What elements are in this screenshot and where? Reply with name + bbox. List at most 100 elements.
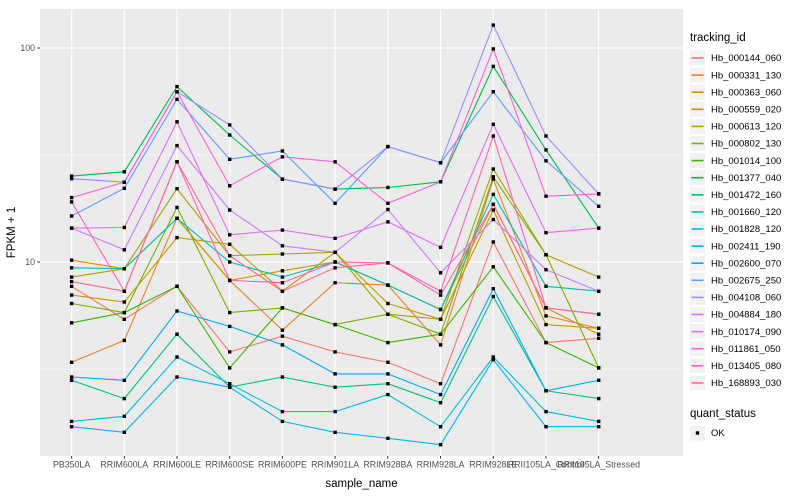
- data-point: [228, 260, 232, 264]
- legend-label: Hb_000144_060: [711, 53, 781, 64]
- data-point: [175, 97, 179, 101]
- data-point: [333, 250, 337, 254]
- data-point: [69, 266, 74, 270]
- data-point: [280, 281, 285, 285]
- data-point: [438, 392, 443, 397]
- data-point: [386, 301, 390, 306]
- data-point: [597, 425, 601, 429]
- legend-entry-Hb_011861_050: Hb_011861_050: [690, 341, 781, 357]
- data-point: [280, 328, 285, 332]
- data-point: [280, 252, 285, 256]
- data-point: [597, 378, 601, 382]
- x-tick-label: RRIM928BA: [363, 460, 412, 470]
- data-point: [69, 419, 74, 424]
- data-point: [491, 23, 495, 27]
- data-point: [69, 301, 74, 306]
- data-point: [438, 271, 443, 275]
- data-point: [69, 375, 74, 379]
- data-point: [69, 214, 74, 218]
- data-point: [491, 357, 495, 362]
- data-point: [228, 233, 232, 237]
- data-point: [122, 378, 126, 382]
- x-axis-title: sample_name: [325, 478, 397, 490]
- data-point: [122, 248, 126, 252]
- data-point: [544, 425, 548, 429]
- data-point: [386, 436, 390, 440]
- data-point: [280, 149, 285, 153]
- data-point: [386, 340, 390, 345]
- data-point: [491, 202, 495, 206]
- legend-entry-Hb_010174_090: Hb_010174_090: [690, 324, 781, 340]
- data-point: [597, 419, 601, 424]
- data-point: [597, 396, 601, 401]
- legend-label: Hb_002600_070: [711, 258, 781, 269]
- data-point: [544, 306, 548, 310]
- legend-entry-Hb_000144_060: Hb_000144_060: [690, 50, 781, 66]
- data-point: [438, 317, 443, 321]
- data-point: [438, 307, 443, 312]
- data-point: [333, 409, 337, 414]
- legend-entry-Hb_004108_060: Hb_004108_060: [690, 289, 781, 305]
- data-point: [597, 312, 601, 316]
- data-point: [228, 254, 232, 258]
- data-point: [386, 360, 390, 364]
- data-point: [491, 64, 495, 69]
- data-point: [228, 157, 232, 161]
- data-point: [386, 185, 390, 190]
- data-point: [175, 375, 179, 379]
- data-point: [544, 194, 548, 198]
- legend-label: Hb_168893_030: [711, 378, 781, 389]
- data-point: [597, 336, 601, 340]
- data-point: [438, 343, 443, 347]
- x-tick-label: RRIM901LA: [311, 460, 359, 470]
- x-tick-label: RRIM928LE: [469, 460, 517, 470]
- data-point: [491, 175, 495, 179]
- data-point: [122, 267, 126, 271]
- x-tick-label: RRII105LA_Control: [508, 460, 584, 470]
- data-point: [280, 334, 285, 338]
- legend-entry-Hb_000331_130: Hb_000331_130: [690, 67, 781, 83]
- legend-label: Hb_011861_050: [711, 344, 781, 355]
- data-point: [386, 312, 390, 316]
- data-point: [333, 236, 337, 240]
- data-point: [386, 261, 390, 265]
- data-point: [69, 321, 74, 325]
- data-point: [333, 322, 337, 327]
- legend-entry-Hb_002411_190: Hb_002411_190: [690, 238, 781, 254]
- data-point: [122, 289, 126, 293]
- data-point: [175, 84, 179, 89]
- data-point: [491, 177, 495, 181]
- data-point: [333, 385, 337, 389]
- legend-label: OK: [711, 428, 725, 439]
- data-point: [333, 201, 337, 205]
- data-point: [175, 160, 179, 164]
- data-point: [544, 389, 548, 393]
- data-point: [597, 326, 601, 330]
- legend-entry-Hb_001014_100: Hb_001014_100: [690, 153, 781, 169]
- data-point: [69, 275, 74, 279]
- data-point: [228, 310, 232, 315]
- data-point: [69, 425, 74, 429]
- data-point: [69, 258, 74, 262]
- x-tick-label: RRII105LA_Stressed: [557, 460, 640, 470]
- color-legend-title: tracking_id: [690, 32, 746, 44]
- data-point: [597, 332, 601, 336]
- data-point: [175, 216, 179, 220]
- data-point: [280, 409, 285, 414]
- data-point: [228, 242, 232, 246]
- data-point: [491, 90, 495, 94]
- data-point: [228, 366, 232, 370]
- data-point: [386, 220, 390, 224]
- x-tick-label: RRIM600LE: [153, 460, 201, 470]
- data-point: [597, 289, 601, 293]
- data-point: [280, 244, 285, 248]
- x-tick-label: RRIM928LA: [417, 460, 465, 470]
- data-point: [491, 134, 495, 138]
- data-points: [69, 23, 601, 447]
- data-point: [122, 186, 126, 190]
- data-point: [280, 177, 285, 181]
- legend-label: Hb_000363_060: [711, 87, 781, 98]
- x-tick-label: PB350LA: [53, 460, 90, 470]
- data-point: [386, 372, 390, 376]
- data-point: [386, 201, 390, 205]
